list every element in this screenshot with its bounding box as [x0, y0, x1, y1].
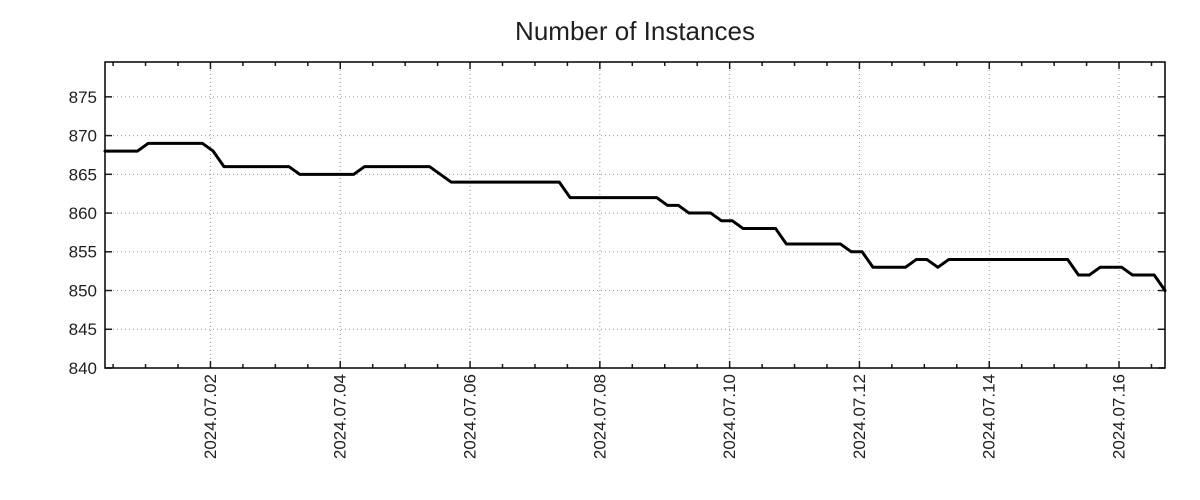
- x-tick-label: 2024.07.06: [460, 374, 479, 459]
- y-tick-label: 875: [69, 88, 97, 107]
- tick-layer: [105, 62, 1165, 369]
- y-tick-label: 855: [69, 243, 97, 262]
- x-tick-label: 2024.07.04: [331, 374, 350, 459]
- chart-title: Number of Instances: [515, 16, 755, 46]
- label-layer: 840 845 850 855 860 865 870 875 2024.07.02 2024.0…: [69, 88, 1129, 459]
- series-layer: [103, 141, 1167, 293]
- x-tick-label: 2024.07.10: [720, 374, 739, 459]
- y-tick-label: 840: [69, 359, 97, 378]
- y-tick-label: 845: [69, 320, 97, 339]
- y-tick-label: 850: [69, 281, 97, 300]
- y-tick-label: 860: [69, 204, 97, 223]
- plot-border: [104, 61, 1166, 369]
- x-tick-label: 2024.07.16: [1109, 374, 1128, 459]
- x-tick-label: 2024.07.08: [590, 374, 609, 459]
- y-tick-label: 870: [69, 127, 97, 146]
- x-tick-label: 2024.07.12: [850, 374, 869, 459]
- grid-layer: [105, 62, 1165, 368]
- series-line-instances: [103, 141, 1167, 293]
- x-tick-label: 2024.07.02: [201, 374, 220, 459]
- y-tick-label: 865: [69, 165, 97, 184]
- x-tick-label: 2024.07.14: [980, 374, 999, 459]
